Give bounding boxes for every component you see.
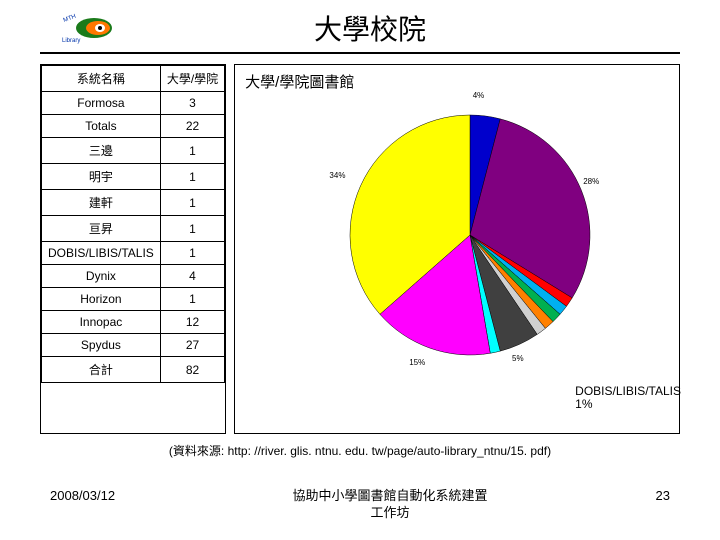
table-cell: 明宇	[42, 164, 161, 190]
table-cell: 建軒	[42, 190, 161, 216]
table-row: 明宇1	[42, 164, 225, 190]
library-logo: MTH Library	[60, 12, 120, 44]
table-row: Formosa3	[42, 92, 225, 115]
table-header-cell: 大學/學院	[160, 66, 224, 92]
pie-chart	[345, 110, 595, 360]
table-cell: 1	[160, 164, 224, 190]
table-cell: Totals	[42, 115, 161, 138]
table-row: Spydus27	[42, 334, 225, 357]
table-cell: Innopac	[42, 311, 161, 334]
table-cell: DOBIS/LIBIS/TALIS	[42, 242, 161, 265]
table-cell: 1	[160, 138, 224, 164]
page-title: 大學校院	[80, 8, 660, 48]
table-cell: 1	[160, 190, 224, 216]
table-cell: 82	[160, 357, 224, 383]
table-row: 亘昇1	[42, 216, 225, 242]
slide-header: MTH Library 大學校院	[40, 0, 680, 54]
content-area: 系統名稱大學/學院 Formosa3Totals22三邊1明宇1建軒1亘昇1DO…	[0, 54, 720, 434]
callout-label: DOBIS/LIBIS/TALIS1%	[575, 385, 681, 411]
table-cell: 三邊	[42, 138, 161, 164]
svg-text:Library: Library	[62, 38, 80, 44]
systems-table: 系統名稱大學/學院 Formosa3Totals22三邊1明宇1建軒1亘昇1DO…	[40, 64, 226, 434]
slide-footer: 2008/03/12 協助中小學圖書館自動化系統建置 工作坊 23	[0, 488, 720, 522]
table-row: 三邊1	[42, 138, 225, 164]
slice-label: 28%	[583, 178, 599, 187]
table-header-cell: 系統名稱	[42, 66, 161, 92]
svg-text:MTH: MTH	[63, 14, 77, 24]
page-number: 23	[610, 488, 670, 522]
table-cell: 3	[160, 92, 224, 115]
table-row: Innopac12	[42, 311, 225, 334]
table-cell: 1	[160, 216, 224, 242]
table-row: 合計82	[42, 357, 225, 383]
table-cell: 22	[160, 115, 224, 138]
table-cell: 合計	[42, 357, 161, 383]
slice-label: 4%	[473, 92, 485, 101]
table-cell: Formosa	[42, 92, 161, 115]
footer-title: 協助中小學圖書館自動化系統建置 工作坊	[170, 488, 610, 522]
table-row: Dynix4	[42, 265, 225, 288]
table-row: 建軒1	[42, 190, 225, 216]
source-citation: (資料來源: http: //river. glis. ntnu. edu. t…	[0, 442, 720, 459]
table-row: Totals22	[42, 115, 225, 138]
table-cell: 12	[160, 311, 224, 334]
table-cell: 27	[160, 334, 224, 357]
table-cell: 1	[160, 242, 224, 265]
table-cell: Spydus	[42, 334, 161, 357]
slice-label: 34%	[329, 172, 345, 181]
table-cell: Dynix	[42, 265, 161, 288]
table-cell: 4	[160, 265, 224, 288]
table-row: DOBIS/LIBIS/TALIS1	[42, 242, 225, 265]
chart-title: 大學/學院圖書館	[245, 71, 354, 92]
table-row: Horizon1	[42, 288, 225, 311]
table-cell: Horizon	[42, 288, 161, 311]
table-cell: 亘昇	[42, 216, 161, 242]
slice-label: 15%	[409, 359, 425, 368]
pie-chart-panel: 大學/學院圖書館 4% 28% 5% 15% 34% DOBIS/LIBIS/TALIS1…	[234, 64, 680, 434]
slice-label: 5%	[512, 355, 524, 364]
table-cell: 1	[160, 288, 224, 311]
footer-date: 2008/03/12	[50, 488, 170, 522]
